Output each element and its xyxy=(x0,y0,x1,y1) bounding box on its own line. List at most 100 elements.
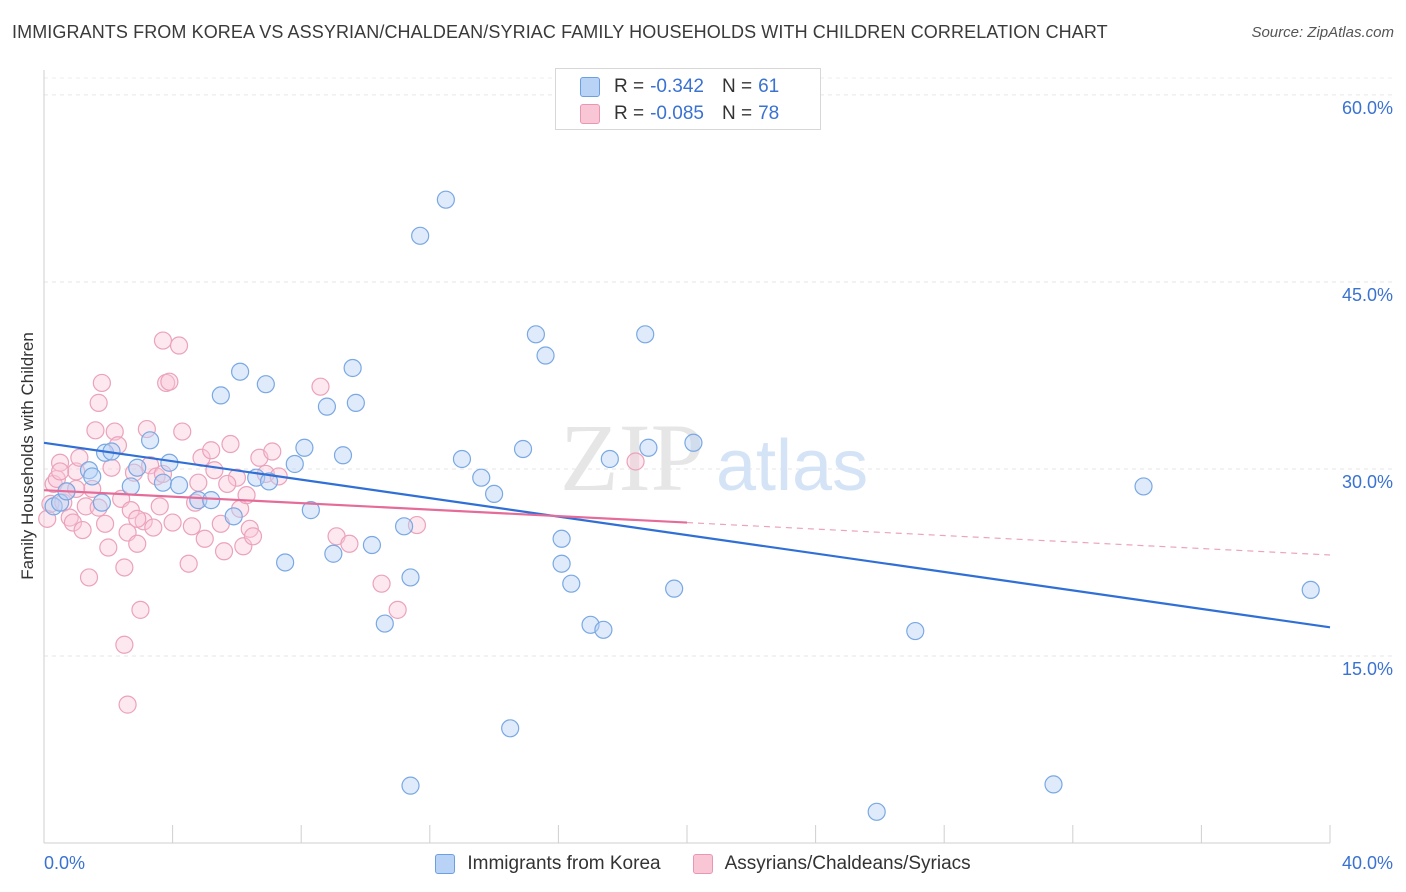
korea-n-value: 61 xyxy=(758,76,780,97)
legend-item-assyrian[interactable]: Assyrians/Chaldeans/Syriacs xyxy=(692,853,971,875)
korea-point xyxy=(562,574,581,593)
korea-point xyxy=(346,393,365,412)
korea-point xyxy=(401,776,420,795)
korea-point xyxy=(513,439,533,459)
assyrian-point xyxy=(173,422,192,441)
assyrian-point xyxy=(86,421,105,440)
r-label: R = xyxy=(614,76,645,97)
legend-item-korea[interactable]: Immigrants from Korea xyxy=(435,853,661,875)
assyrian-point xyxy=(128,534,147,553)
korea-point xyxy=(295,438,314,457)
korea-trend-line xyxy=(43,441,1331,629)
korea-point xyxy=(411,226,430,245)
assyrian-point xyxy=(41,494,60,513)
korea-point xyxy=(362,535,382,555)
chart-title: IMMIGRANTS FROM KOREA VS ASSYRIAN/CHALDE… xyxy=(12,22,1108,42)
korea-point xyxy=(472,468,491,487)
series-legend: Immigrants from Korea Assyrians/Chaldean… xyxy=(0,852,1406,876)
korea-point xyxy=(452,449,472,469)
korea-point xyxy=(401,568,420,587)
korea-r-value: -0.342 xyxy=(650,76,704,97)
assyrian-point xyxy=(131,600,150,619)
korea-point xyxy=(92,493,111,512)
assyrian-point xyxy=(311,377,330,396)
korea-point xyxy=(324,544,343,563)
assyrian-point xyxy=(169,336,189,355)
assyrian-n-value: 78 xyxy=(758,103,780,124)
korea-swatch xyxy=(580,77,600,97)
assyrian-point xyxy=(118,695,137,714)
assyrian-point xyxy=(372,574,391,593)
korea-point xyxy=(317,397,337,416)
assyrian-point xyxy=(137,419,156,439)
assyrian-point xyxy=(115,558,134,577)
watermark: ZIP atlas xyxy=(560,404,868,511)
assyrian-swatch xyxy=(692,854,713,874)
assyrian-point xyxy=(150,497,169,516)
assyrian-point xyxy=(50,462,70,481)
korea-point xyxy=(343,358,362,378)
korea-point xyxy=(594,620,613,639)
assyrian-point xyxy=(205,461,224,480)
y-axis-label: Family Households with Children xyxy=(18,332,37,580)
korea-point xyxy=(394,517,414,536)
assyrian-r-value: -0.085 xyxy=(650,103,704,124)
assyrian-point xyxy=(105,422,124,441)
legend-row-korea: R = -0.342 N = 61 xyxy=(580,76,779,98)
korea-point xyxy=(906,621,925,641)
y-tick-label: 15.0% xyxy=(1342,659,1393,679)
assyrian-point xyxy=(63,513,83,532)
assyrian-point xyxy=(160,372,179,391)
n-label: N = xyxy=(721,103,753,124)
korea-point xyxy=(867,802,886,821)
korea-point xyxy=(169,476,189,495)
y-tick-label: 60.0% xyxy=(1342,98,1393,118)
korea-swatch xyxy=(435,854,456,874)
korea-point xyxy=(211,386,230,405)
assyrian-point xyxy=(163,513,182,532)
korea-point xyxy=(1301,580,1320,600)
korea-point xyxy=(231,362,250,381)
assyrian-point xyxy=(227,468,246,487)
axes xyxy=(43,70,1331,844)
assyrian-point xyxy=(89,393,108,412)
assyrian-point xyxy=(234,537,253,556)
korea-point xyxy=(501,719,520,738)
korea-point xyxy=(526,325,545,344)
korea-point xyxy=(1134,477,1153,496)
assyrian-point xyxy=(626,452,645,471)
assyrian-point xyxy=(243,527,263,546)
assyrian-point xyxy=(218,474,237,494)
korea-point xyxy=(224,507,243,526)
assyrian-point xyxy=(263,442,282,461)
korea-point xyxy=(83,467,102,486)
watermark-atlas: atlas xyxy=(716,426,868,506)
korea-point xyxy=(639,438,658,457)
assyrian-point xyxy=(99,538,118,557)
korea-point xyxy=(684,433,703,452)
korea-point xyxy=(552,554,571,573)
assyrian-point xyxy=(60,508,79,527)
assyrian-point xyxy=(182,517,201,536)
korea-point xyxy=(301,501,320,520)
korea-point xyxy=(436,190,455,209)
korea-point xyxy=(1044,775,1063,794)
korea-point xyxy=(375,614,394,633)
korea-point xyxy=(256,375,275,394)
korea-point xyxy=(189,491,208,510)
assyrian-point xyxy=(102,458,121,477)
assyrian-point xyxy=(179,554,198,573)
assyrian-point xyxy=(92,373,111,393)
assyrian-point xyxy=(340,534,359,553)
assyrian-point xyxy=(128,509,147,528)
korea-point xyxy=(50,493,70,512)
trend-lines xyxy=(43,441,1331,629)
legend-korea-label: Immigrants from Korea xyxy=(467,853,661,874)
korea-point xyxy=(276,553,295,572)
korea-point xyxy=(536,346,555,365)
source-label: Source: ZipAtlas.com xyxy=(1251,24,1394,41)
korea-point xyxy=(128,458,147,477)
correlation-legend: R = -0.342 N = 61 R = -0.085 N = 78 xyxy=(555,68,821,130)
korea-point xyxy=(552,529,571,548)
